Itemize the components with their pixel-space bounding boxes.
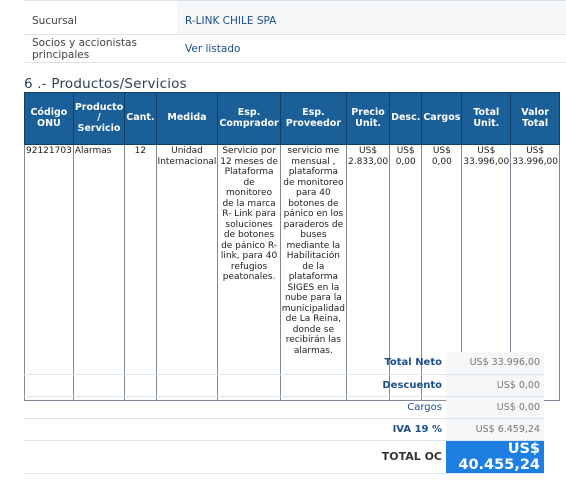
total-neto-value: US$ 33.996,00 <box>446 352 544 375</box>
header-producto: Producto / Servicio <box>72 92 126 145</box>
cargos-value: US$ 0,00 <box>446 396 544 419</box>
cargos-label: Cargos <box>24 396 446 419</box>
supplier-info-table: Sucursal R-LINK CHILE SPA Socios y accio… <box>24 0 566 63</box>
total-neto-label: Total Neto <box>24 352 446 375</box>
section-title: 6 .- Productos/Servicios <box>24 76 187 92</box>
total-row-cargos: Cargos US$ 0,00 <box>24 396 544 419</box>
total-row-descuento: Descuento US$ 0,00 <box>24 374 544 397</box>
total-row-neto: Total Neto US$ 33.996,00 <box>24 352 544 375</box>
header-cant: Cant. <box>124 92 157 145</box>
header-desc: Desc. <box>389 92 423 145</box>
header-cargos: Cargos <box>421 92 463 145</box>
info-label-socios: Socios y accionistas principales <box>24 34 177 63</box>
total-row-iva: IVA 19 % US$ 6.459,24 <box>24 418 544 441</box>
totals-table: Total Neto US$ 33.996,00 Descuento US$ 0… <box>24 352 544 474</box>
total-row-oc: TOTAL OC US$ 40.455,24 <box>24 440 544 474</box>
header-total-unit: Total Unit. <box>461 92 512 145</box>
header-esp-comprador: Esp. Comprador <box>217 92 281 145</box>
info-row-sucursal: Sucursal R-LINK CHILE SPA <box>24 0 566 35</box>
info-value-sucursal: R-LINK CHILE SPA <box>177 0 566 35</box>
iva-label: IVA 19 % <box>24 418 446 441</box>
products-header-row: Código ONU Producto / Servicio Cant. Med… <box>24 92 561 145</box>
header-precio: Precio Unit. <box>346 92 391 145</box>
info-row-socios: Socios y accionistas principales Ver lis… <box>24 34 566 63</box>
header-valor-total: Valor Total <box>510 92 561 145</box>
header-esp-proveedor: Esp. Proveedor <box>279 92 348 145</box>
info-label-sucursal: Sucursal <box>24 0 177 35</box>
header-codigo: Código ONU <box>24 92 74 145</box>
header-medida: Medida <box>155 92 219 145</box>
descuento-label: Descuento <box>24 374 446 397</box>
descuento-value: US$ 0,00 <box>446 374 544 397</box>
total-oc-label: TOTAL OC <box>24 440 446 474</box>
iva-value: US$ 6.459,24 <box>446 418 544 441</box>
total-oc-value: US$ 40.455,24 <box>446 440 544 474</box>
ver-listado-link[interactable]: Ver listado <box>177 34 566 63</box>
